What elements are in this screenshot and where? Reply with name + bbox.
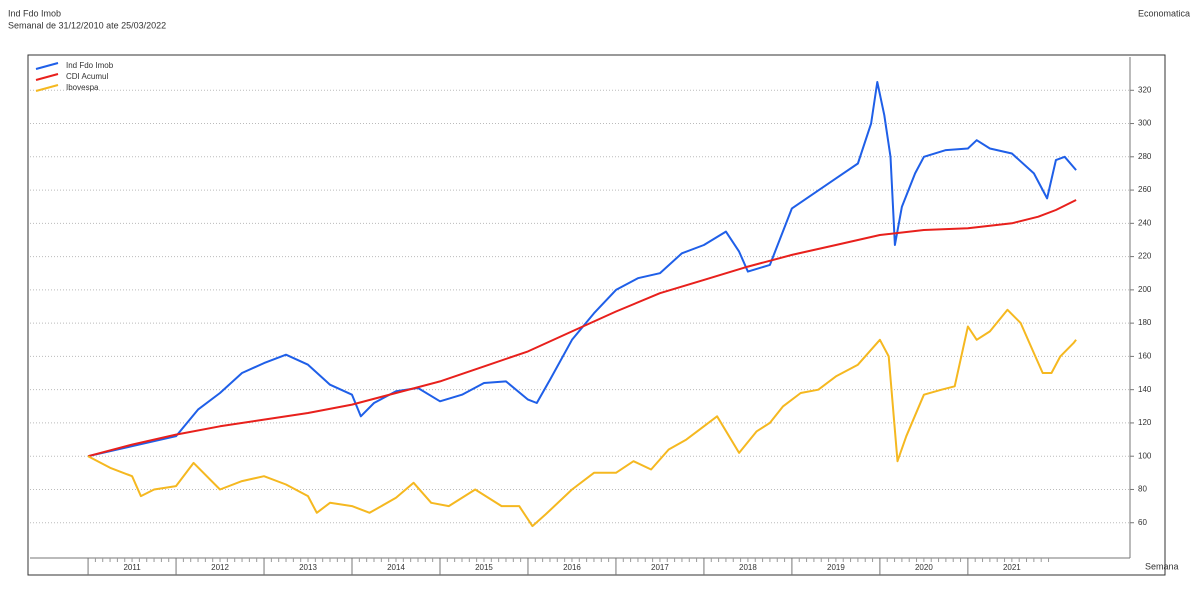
chart-subtitle: Semanal de 31/12/2010 ate 25/03/2022 bbox=[8, 20, 166, 30]
legend-label: Ind Fdo Imob bbox=[66, 61, 114, 70]
legend-swatch bbox=[35, 73, 59, 81]
x-tick-label: 2017 bbox=[651, 563, 669, 572]
x-tick-label: 2014 bbox=[387, 563, 405, 572]
x-tick-label: 2018 bbox=[739, 563, 757, 572]
y-tick-label: 300 bbox=[1138, 119, 1152, 128]
x-tick-label: 2013 bbox=[299, 563, 317, 572]
y-tick-label: 320 bbox=[1138, 85, 1152, 94]
x-tick-label: 2016 bbox=[563, 563, 581, 572]
x-tick-label: 2012 bbox=[211, 563, 229, 572]
legend-swatch bbox=[35, 62, 59, 70]
y-tick-label: 160 bbox=[1138, 352, 1152, 361]
y-tick-label: 240 bbox=[1138, 218, 1152, 227]
y-tick-label: 140 bbox=[1138, 385, 1152, 394]
x-tick-label: 2019 bbox=[827, 563, 845, 572]
y-tick-label: 120 bbox=[1138, 418, 1152, 427]
source: Economatica bbox=[1138, 8, 1190, 18]
frame bbox=[27, 54, 1166, 576]
legend-swatch bbox=[35, 84, 59, 92]
legend-label: Ibovespa bbox=[66, 83, 99, 92]
x-tick-label: 2015 bbox=[475, 563, 493, 572]
x-tick-label: 2020 bbox=[915, 563, 933, 572]
x-tick-label: 2011 bbox=[123, 563, 141, 572]
y-tick-label: 280 bbox=[1138, 152, 1152, 161]
y-tick-label: 220 bbox=[1138, 252, 1152, 261]
y-tick-label: 60 bbox=[1138, 518, 1147, 527]
x-axis-label: Semana bbox=[1145, 561, 1179, 571]
y-tick-label: 100 bbox=[1138, 451, 1152, 460]
x-tick-label: 2021 bbox=[1003, 563, 1021, 572]
legend-label: CDI Acumul bbox=[66, 72, 108, 81]
series-line bbox=[87, 81, 1077, 458]
y-tick-label: 80 bbox=[1138, 485, 1147, 494]
y-tick-label: 260 bbox=[1138, 185, 1152, 194]
y-tick-label: 200 bbox=[1138, 285, 1152, 294]
y-tick-label: 180 bbox=[1138, 318, 1152, 327]
chart-title: Ind Fdo Imob bbox=[8, 8, 61, 18]
series-line bbox=[87, 308, 1077, 528]
series-line bbox=[87, 199, 1077, 458]
